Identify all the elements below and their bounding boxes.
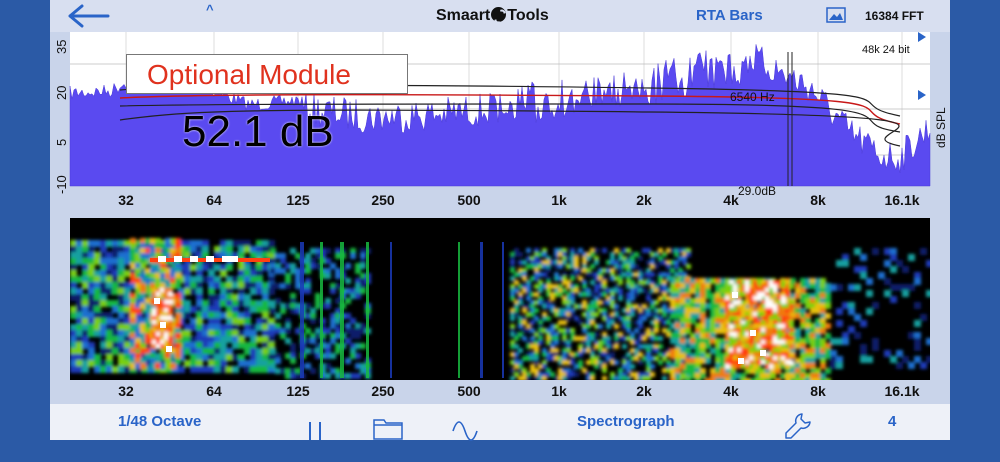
peak-level-readout: 29.0dB [738,184,777,198]
rta-mode-button[interactable]: RTA Bars [696,7,763,24]
spectrograph-mode-button[interactable]: Spectrograph [577,413,675,430]
spectrograph-frequency-axis: 32 64 125 250 500 1k 2k 4k 8k 16.1k [50,383,950,401]
x-tick-label: 1k [551,192,567,208]
rta-frequency-axis: 32 64 125 250 500 1k 2k 4k 8k 16.1k [50,192,950,210]
app-window: ^ Smaart Tools RTA Bars 16384 FFT 35 20 5… [50,0,950,441]
wrench-icon[interactable] [784,408,812,444]
x-tick-label: 64 [206,383,222,399]
brand-text-left: Smaart [436,7,491,24]
collapse-caret-icon[interactable]: ^ [206,2,214,17]
x-tick-label: 500 [457,383,481,399]
image-icon[interactable] [826,7,846,23]
x-tick-label: 8k [810,383,826,399]
x-tick-label: 32 [118,192,134,208]
x-tick-label: 32 [118,383,134,399]
y-tick-label: 20 [54,85,69,100]
x-tick-label: 64 [206,192,222,208]
range-marker-icon[interactable] [918,90,926,100]
range-marker-icon[interactable] [918,32,926,42]
x-tick-label: 8k [810,192,826,208]
wave-icon[interactable] [452,413,478,449]
rta-graph[interactable] [50,32,950,218]
top-bar: ^ Smaart Tools RTA Bars 16384 FFT [50,0,950,32]
optional-module-badge: Optional Module [126,54,408,94]
x-tick-label: 4k [723,192,739,208]
pause-icon[interactable] [306,413,324,449]
y-tick-label: 35 [54,39,69,54]
x-tick-label: 16.1k [884,383,920,399]
level-readout: 52.1 dB [182,107,334,156]
brand-logo-icon [491,7,507,22]
app-brand: Smaart Tools [436,0,549,32]
x-tick-label: 250 [371,192,395,208]
peak-frequency-readout: 6540 Hz [730,90,775,104]
y-axis-unit: dB SPL [934,107,948,148]
rta-panel[interactable]: 35 20 5 -10 dB SPL 48k 24 bit Optional M… [50,32,950,218]
spectrograph-panel[interactable] [70,218,930,380]
target-curves [119,84,901,147]
fft-size-button[interactable]: 16384 FFT [865,9,924,23]
x-tick-label: 4k [723,383,739,399]
brand-text-right: Tools [507,7,549,24]
x-tick-label: 1k [551,383,567,399]
sample-rate-label: 48k 24 bit [862,44,910,56]
x-tick-label: 2k [636,192,652,208]
count-button[interactable]: 4 [888,413,897,430]
x-tick-label: 500 [457,192,481,208]
bottom-toolbar: 1/48 Octave Spectrograph 4 [50,404,950,441]
octave-resolution-button[interactable]: 1/48 Octave [118,413,202,430]
y-tick-label: 5 [54,138,69,146]
spectrograph-heatmap [70,238,930,380]
x-tick-label: 125 [286,192,310,208]
folder-icon[interactable] [373,410,403,446]
x-tick-label: 2k [636,383,652,399]
x-tick-label: 125 [286,383,310,399]
back-arrow-icon[interactable] [66,0,112,32]
x-tick-label: 250 [371,383,395,399]
x-tick-label: 16.1k [884,192,920,208]
